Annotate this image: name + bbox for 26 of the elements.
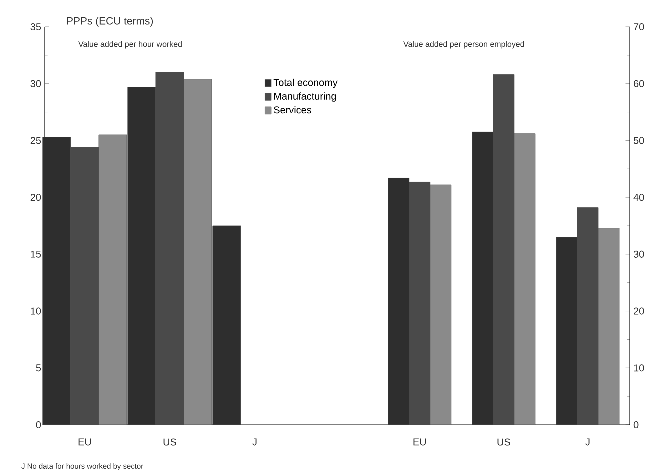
y-tick-label: 10 [31,308,42,315]
x-tick-label: J [252,438,257,446]
y-axis-title: PPPs (ECU terms) [67,17,154,27]
legend-label: Total economy [274,78,338,88]
y-tick-label: 20 [30,194,42,202]
y-tick-label: 30 [30,80,42,88]
y-tick-label: 0 [36,421,42,429]
y2-tick-label: 10 [634,364,644,372]
x-tick-label: US [498,438,510,446]
y2-tick-label: 0 [634,421,639,429]
y-tick-label: 35 [30,23,42,31]
legend-label: Manufacturing [274,92,336,102]
y2-tick-label: 30 [634,250,644,258]
y-tick-label: 25 [30,137,42,144]
y2-tick-label: 60 [634,80,644,88]
y-tick-label: 5 [36,364,42,372]
y2-tick-label: 20 [634,308,644,315]
x-tick-label: EU [414,438,426,446]
y-tick-label: 15 [31,250,42,258]
y2-tick-label: 50 [634,137,644,144]
x-tick-label: EU [78,438,92,446]
y2-tick-label: 40 [634,194,644,202]
x-tick-label: J [586,438,590,446]
x-tick-label: US [164,438,176,446]
legend-label: Services [274,106,312,114]
y2-tick-label: 70 [634,23,644,31]
